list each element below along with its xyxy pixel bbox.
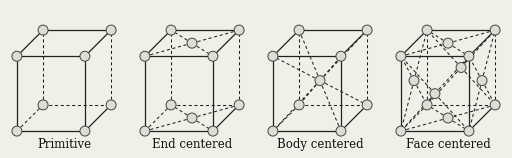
Circle shape <box>234 100 244 110</box>
Circle shape <box>12 126 22 136</box>
Circle shape <box>208 126 218 136</box>
Circle shape <box>464 51 474 61</box>
Circle shape <box>362 25 372 35</box>
Circle shape <box>106 25 116 35</box>
Text: Body centered: Body centered <box>276 138 364 151</box>
Circle shape <box>336 126 346 136</box>
Circle shape <box>294 100 304 110</box>
Circle shape <box>422 100 432 110</box>
Circle shape <box>464 126 474 136</box>
Circle shape <box>294 25 304 35</box>
Circle shape <box>490 100 500 110</box>
Circle shape <box>315 76 325 85</box>
Text: Face centered: Face centered <box>406 138 490 151</box>
Text: End centered: End centered <box>152 138 232 151</box>
Circle shape <box>268 51 278 61</box>
Circle shape <box>38 100 48 110</box>
Circle shape <box>336 51 346 61</box>
Circle shape <box>443 38 453 48</box>
Circle shape <box>187 113 197 123</box>
Circle shape <box>187 38 197 48</box>
Circle shape <box>208 51 218 61</box>
Circle shape <box>80 51 90 61</box>
Text: Primitive: Primitive <box>37 138 91 151</box>
Circle shape <box>362 100 372 110</box>
Circle shape <box>396 51 406 61</box>
Circle shape <box>422 25 432 35</box>
Circle shape <box>140 51 150 61</box>
Circle shape <box>456 63 466 73</box>
Circle shape <box>80 126 90 136</box>
Circle shape <box>166 100 176 110</box>
Circle shape <box>106 100 116 110</box>
Circle shape <box>140 126 150 136</box>
Circle shape <box>477 76 487 85</box>
Circle shape <box>396 126 406 136</box>
Circle shape <box>443 113 453 123</box>
Circle shape <box>38 25 48 35</box>
Circle shape <box>234 25 244 35</box>
Circle shape <box>166 25 176 35</box>
Circle shape <box>430 89 440 99</box>
Circle shape <box>268 126 278 136</box>
Circle shape <box>490 25 500 35</box>
Circle shape <box>12 51 22 61</box>
Circle shape <box>409 76 419 85</box>
